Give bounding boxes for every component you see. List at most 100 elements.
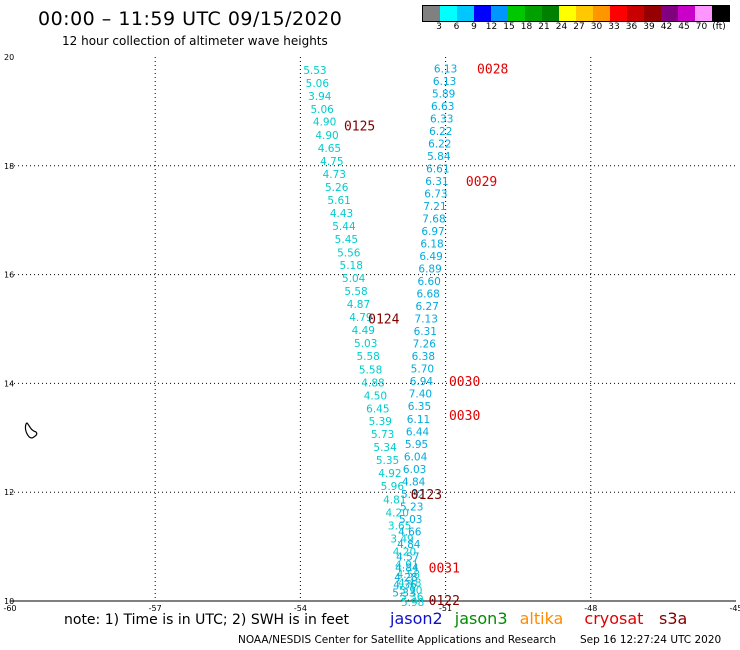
wave-height-label: 4.79: [349, 312, 372, 324]
scale-swatch: [644, 6, 661, 21]
wave-height-label: 6.35: [408, 401, 431, 413]
scale-label: 42: [660, 22, 673, 32]
wave-height-label: 5.26: [325, 182, 349, 194]
wave-height-label: 6.89: [418, 264, 441, 276]
wave-height-label: 3.49: [390, 533, 413, 545]
scale-label: 30: [590, 22, 603, 32]
wave-height-label: 6.60: [417, 276, 440, 288]
scale-swatch: [576, 6, 593, 21]
wave-height-label: 6.33: [430, 113, 453, 125]
wave-height-label: 4.66: [398, 526, 422, 538]
scale-label: 45: [678, 22, 690, 32]
axis-ticks: -60 -57 -54 -51 -48 -45 10 12 14 16 18 20: [3, 53, 740, 613]
wave-height-label: 4.20: [393, 546, 416, 558]
scale-swatch: [661, 6, 678, 21]
y-tick-label: 14: [4, 379, 14, 388]
scale-label: 36: [625, 22, 638, 32]
x-tick-label: -48: [584, 604, 597, 613]
wave-height-label: 4.73: [323, 169, 346, 181]
scale-label: 70: [695, 22, 708, 32]
wave-height-label: 5.06: [310, 104, 334, 116]
credit-text: NOAA/NESDIS Center for Satellite Applica…: [238, 634, 556, 646]
wave-height-label: 6.13: [434, 63, 457, 75]
wave-height-label: 4.87: [347, 299, 370, 311]
scale-swatch: [508, 6, 525, 21]
wave-height-label: 4.36: [393, 580, 417, 592]
wave-height-label: 4.58: [397, 569, 420, 581]
wave-height-label: 6.04: [404, 451, 428, 463]
wave-height-label: 5.89: [432, 88, 455, 100]
wave-height-label: 6.27: [416, 301, 439, 313]
wave-height-label: 5.18: [340, 260, 363, 272]
scale-swatch: [525, 6, 542, 21]
wave-height-label: 6.63: [431, 101, 454, 113]
wave-height-label: 6.22: [428, 138, 451, 150]
wave-height-label: 5.35: [376, 455, 399, 467]
wave-height-label: 4.81: [383, 494, 406, 506]
wave-height-label: 5.70: [411, 364, 434, 376]
wave-height-label: 7.26: [413, 339, 437, 351]
scale-swatch: [423, 6, 440, 21]
scale-swatch: [695, 6, 712, 21]
wave-height-label: 6.13: [433, 76, 456, 88]
track-label: 0124: [368, 313, 399, 328]
track-label: 0029: [466, 175, 497, 190]
wave-height-label: 6.38: [412, 351, 435, 363]
wave-height-label: 6.49: [419, 251, 442, 263]
wave-height-label: 5.98: [401, 597, 424, 609]
wave-height-label: 6.97: [421, 226, 444, 238]
wave-height-label: 3.94: [308, 91, 332, 103]
wave-height-label: 4.65: [318, 143, 341, 155]
wave-height-label: 5.03: [354, 338, 377, 350]
wave-height-label: 5.84: [427, 151, 451, 163]
wave-height-label: 4.49: [352, 325, 375, 337]
scale-swatch: [559, 6, 576, 21]
wave-height-label: 5.96: [381, 481, 405, 493]
wave-height-label: 6.03: [403, 464, 426, 476]
scale-label: 9: [471, 22, 477, 32]
grid-lines: [10, 57, 736, 601]
track-label: 0028: [477, 62, 508, 77]
wave-height-label: 5.34: [373, 442, 397, 454]
chart-title: 00:00 – 11:59 UTC 09/15/2020: [38, 8, 343, 30]
wave-height-label: 5.73: [371, 429, 394, 441]
scale-swatch: [491, 6, 508, 21]
y-tick-label: 18: [4, 162, 14, 171]
wave-height-label: 6.45: [366, 403, 389, 415]
wave-height-label: 5.53: [303, 65, 326, 77]
track-label: 0031: [429, 561, 460, 576]
wave-height-label: 4.50: [364, 390, 387, 402]
scale-label: 27: [573, 22, 585, 32]
wave-height-label: 5.58: [356, 351, 379, 363]
scale-swatch: [542, 6, 559, 21]
generated-timestamp: Sep 16 12:27:24 UTC 2020: [580, 634, 722, 646]
wave-height-label: 6.44: [406, 426, 430, 438]
y-tick-label: 12: [4, 488, 14, 497]
x-tick-label: -51: [439, 604, 452, 613]
wave-height-label: 6.31: [425, 176, 448, 188]
footer-note: note: 1) Time is in UTC; 2) SWH is in fe…: [64, 612, 350, 628]
wave-height-label: 7.13: [415, 314, 438, 326]
wave-height-label: 5.58: [344, 286, 367, 298]
wave-height-label: 5.61: [327, 195, 350, 207]
wave-height-label: 4.84: [395, 562, 419, 574]
wave-height-label: 5.06: [306, 78, 330, 90]
island-outline: [24, 422, 38, 439]
chart-subtitle: 12 hour collection of altimeter wave hei…: [62, 34, 328, 48]
wave-height-label: 5.58: [359, 364, 382, 376]
y-tick-label: 10: [4, 597, 14, 606]
wave-height-label: 4.84: [402, 476, 426, 488]
y-tick-label: 20: [4, 53, 14, 62]
scale-label: 21: [538, 22, 550, 32]
wave-height-label: 4.43: [330, 208, 353, 220]
wave-height-label: 6.94: [410, 376, 434, 388]
scale-label: 6: [453, 22, 460, 32]
scale-label: 24: [555, 22, 568, 32]
scale-swatch: [712, 6, 729, 21]
legend-item: s3a: [659, 609, 688, 628]
wave-height-label: 5.45: [335, 234, 358, 246]
wave-height-label: 5.95: [405, 439, 428, 451]
scale-swatch: [457, 6, 474, 21]
legend-item: altika: [519, 609, 564, 628]
x-tick-label: -54: [294, 604, 307, 613]
